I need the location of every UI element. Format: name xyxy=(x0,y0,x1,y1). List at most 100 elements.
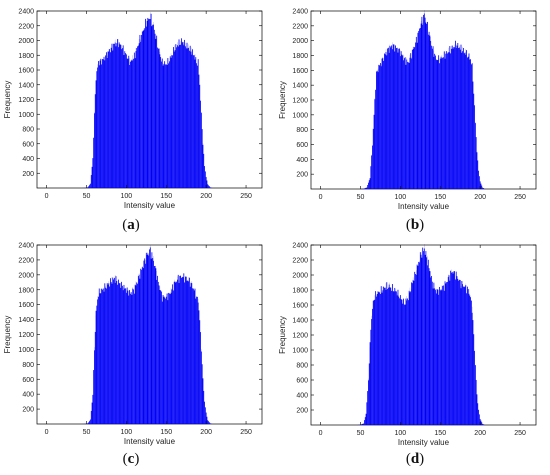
bar xyxy=(139,278,141,424)
bar xyxy=(93,370,95,424)
bar xyxy=(142,268,144,424)
bar xyxy=(208,421,209,424)
y-tick-label: 200 xyxy=(22,407,34,414)
bar xyxy=(397,52,399,190)
bar xyxy=(407,298,408,425)
bar xyxy=(470,64,472,189)
x-tick-label: 100 xyxy=(121,193,133,200)
bar xyxy=(411,283,413,425)
bar xyxy=(419,27,421,190)
bar xyxy=(410,291,412,425)
bar xyxy=(443,51,445,190)
bar xyxy=(394,287,396,425)
bar xyxy=(367,185,369,189)
bar xyxy=(117,284,118,424)
bar xyxy=(165,298,166,424)
bar xyxy=(196,296,198,424)
bar xyxy=(423,251,424,425)
bar xyxy=(157,47,158,188)
bar xyxy=(387,287,389,425)
bar xyxy=(204,171,206,188)
bar xyxy=(153,29,155,188)
bar xyxy=(88,422,90,424)
bar xyxy=(383,286,385,425)
bar xyxy=(165,64,166,188)
bar xyxy=(169,56,171,188)
bar xyxy=(432,46,434,190)
bar xyxy=(171,289,173,424)
bar xyxy=(136,282,138,424)
y-tick-label: 1600 xyxy=(18,302,34,309)
bar xyxy=(403,304,405,425)
bar xyxy=(431,275,432,425)
caption-c: (c) xyxy=(122,451,140,467)
x-axis-label: Intensity value xyxy=(124,201,176,210)
bar xyxy=(161,301,163,424)
bar xyxy=(447,53,448,189)
y-tick-label: 400 xyxy=(22,392,34,399)
bar xyxy=(384,54,386,190)
bar xyxy=(123,55,125,188)
bar xyxy=(410,53,412,189)
bar xyxy=(459,49,461,189)
bar xyxy=(413,280,415,425)
bar xyxy=(461,281,463,425)
bar xyxy=(109,49,111,188)
y-tick-label: 2400 xyxy=(292,9,308,16)
bar xyxy=(461,52,463,189)
bar xyxy=(380,293,381,425)
bar xyxy=(169,294,171,424)
bar xyxy=(106,288,107,424)
y-tick-label: 1000 xyxy=(18,112,34,119)
x-tick-label: 50 xyxy=(357,430,365,437)
y-tick-label: 1400 xyxy=(18,317,34,324)
bar xyxy=(462,286,464,425)
bar xyxy=(133,289,134,424)
bar xyxy=(142,30,144,189)
bar xyxy=(93,137,95,188)
bar xyxy=(195,57,197,188)
histogram-d: 0 50 100 150 200 250 200 400 600 800 1000 1200 1400 1… xyxy=(278,243,537,447)
y-tick-label: 1400 xyxy=(292,318,308,325)
y-tick-label: 200 xyxy=(296,172,308,179)
bar xyxy=(364,420,365,425)
bar xyxy=(193,55,195,188)
bar xyxy=(442,285,444,425)
bar xyxy=(368,363,370,425)
x-tick-label: 150 xyxy=(434,194,446,201)
bar xyxy=(462,47,464,190)
bar xyxy=(160,290,162,424)
bar xyxy=(120,287,122,424)
bar xyxy=(96,71,98,188)
bar xyxy=(107,51,109,188)
bar xyxy=(179,44,181,188)
bar xyxy=(128,55,130,189)
bar xyxy=(155,268,157,424)
bar xyxy=(201,129,203,188)
bar xyxy=(181,38,182,189)
y-tick-label: 2000 xyxy=(18,38,34,45)
bar xyxy=(455,279,456,425)
y-tick-label: 2000 xyxy=(292,273,308,280)
y-tick-label: 800 xyxy=(296,127,308,134)
bar xyxy=(98,61,99,188)
bar xyxy=(208,185,209,188)
x-tick-label: 200 xyxy=(474,194,486,201)
x-tick-label: 100 xyxy=(395,430,407,437)
bar xyxy=(131,294,133,424)
bar xyxy=(480,183,482,189)
histogram-panel-d: 0 50 100 150 200 250 200 400 600 800 1000 1200 1400 1… xyxy=(275,235,550,475)
bar xyxy=(480,420,482,425)
y-tick-label: 2000 xyxy=(18,272,34,279)
bar xyxy=(125,53,126,188)
bar xyxy=(200,332,201,424)
bar xyxy=(424,254,426,425)
bar xyxy=(102,59,104,188)
y-tick-label: 1800 xyxy=(292,53,308,60)
bar xyxy=(106,52,107,189)
bar xyxy=(129,61,131,188)
bar xyxy=(375,89,377,189)
y-tick-label: 1800 xyxy=(292,288,308,295)
bar xyxy=(179,275,181,424)
bar xyxy=(423,15,424,189)
